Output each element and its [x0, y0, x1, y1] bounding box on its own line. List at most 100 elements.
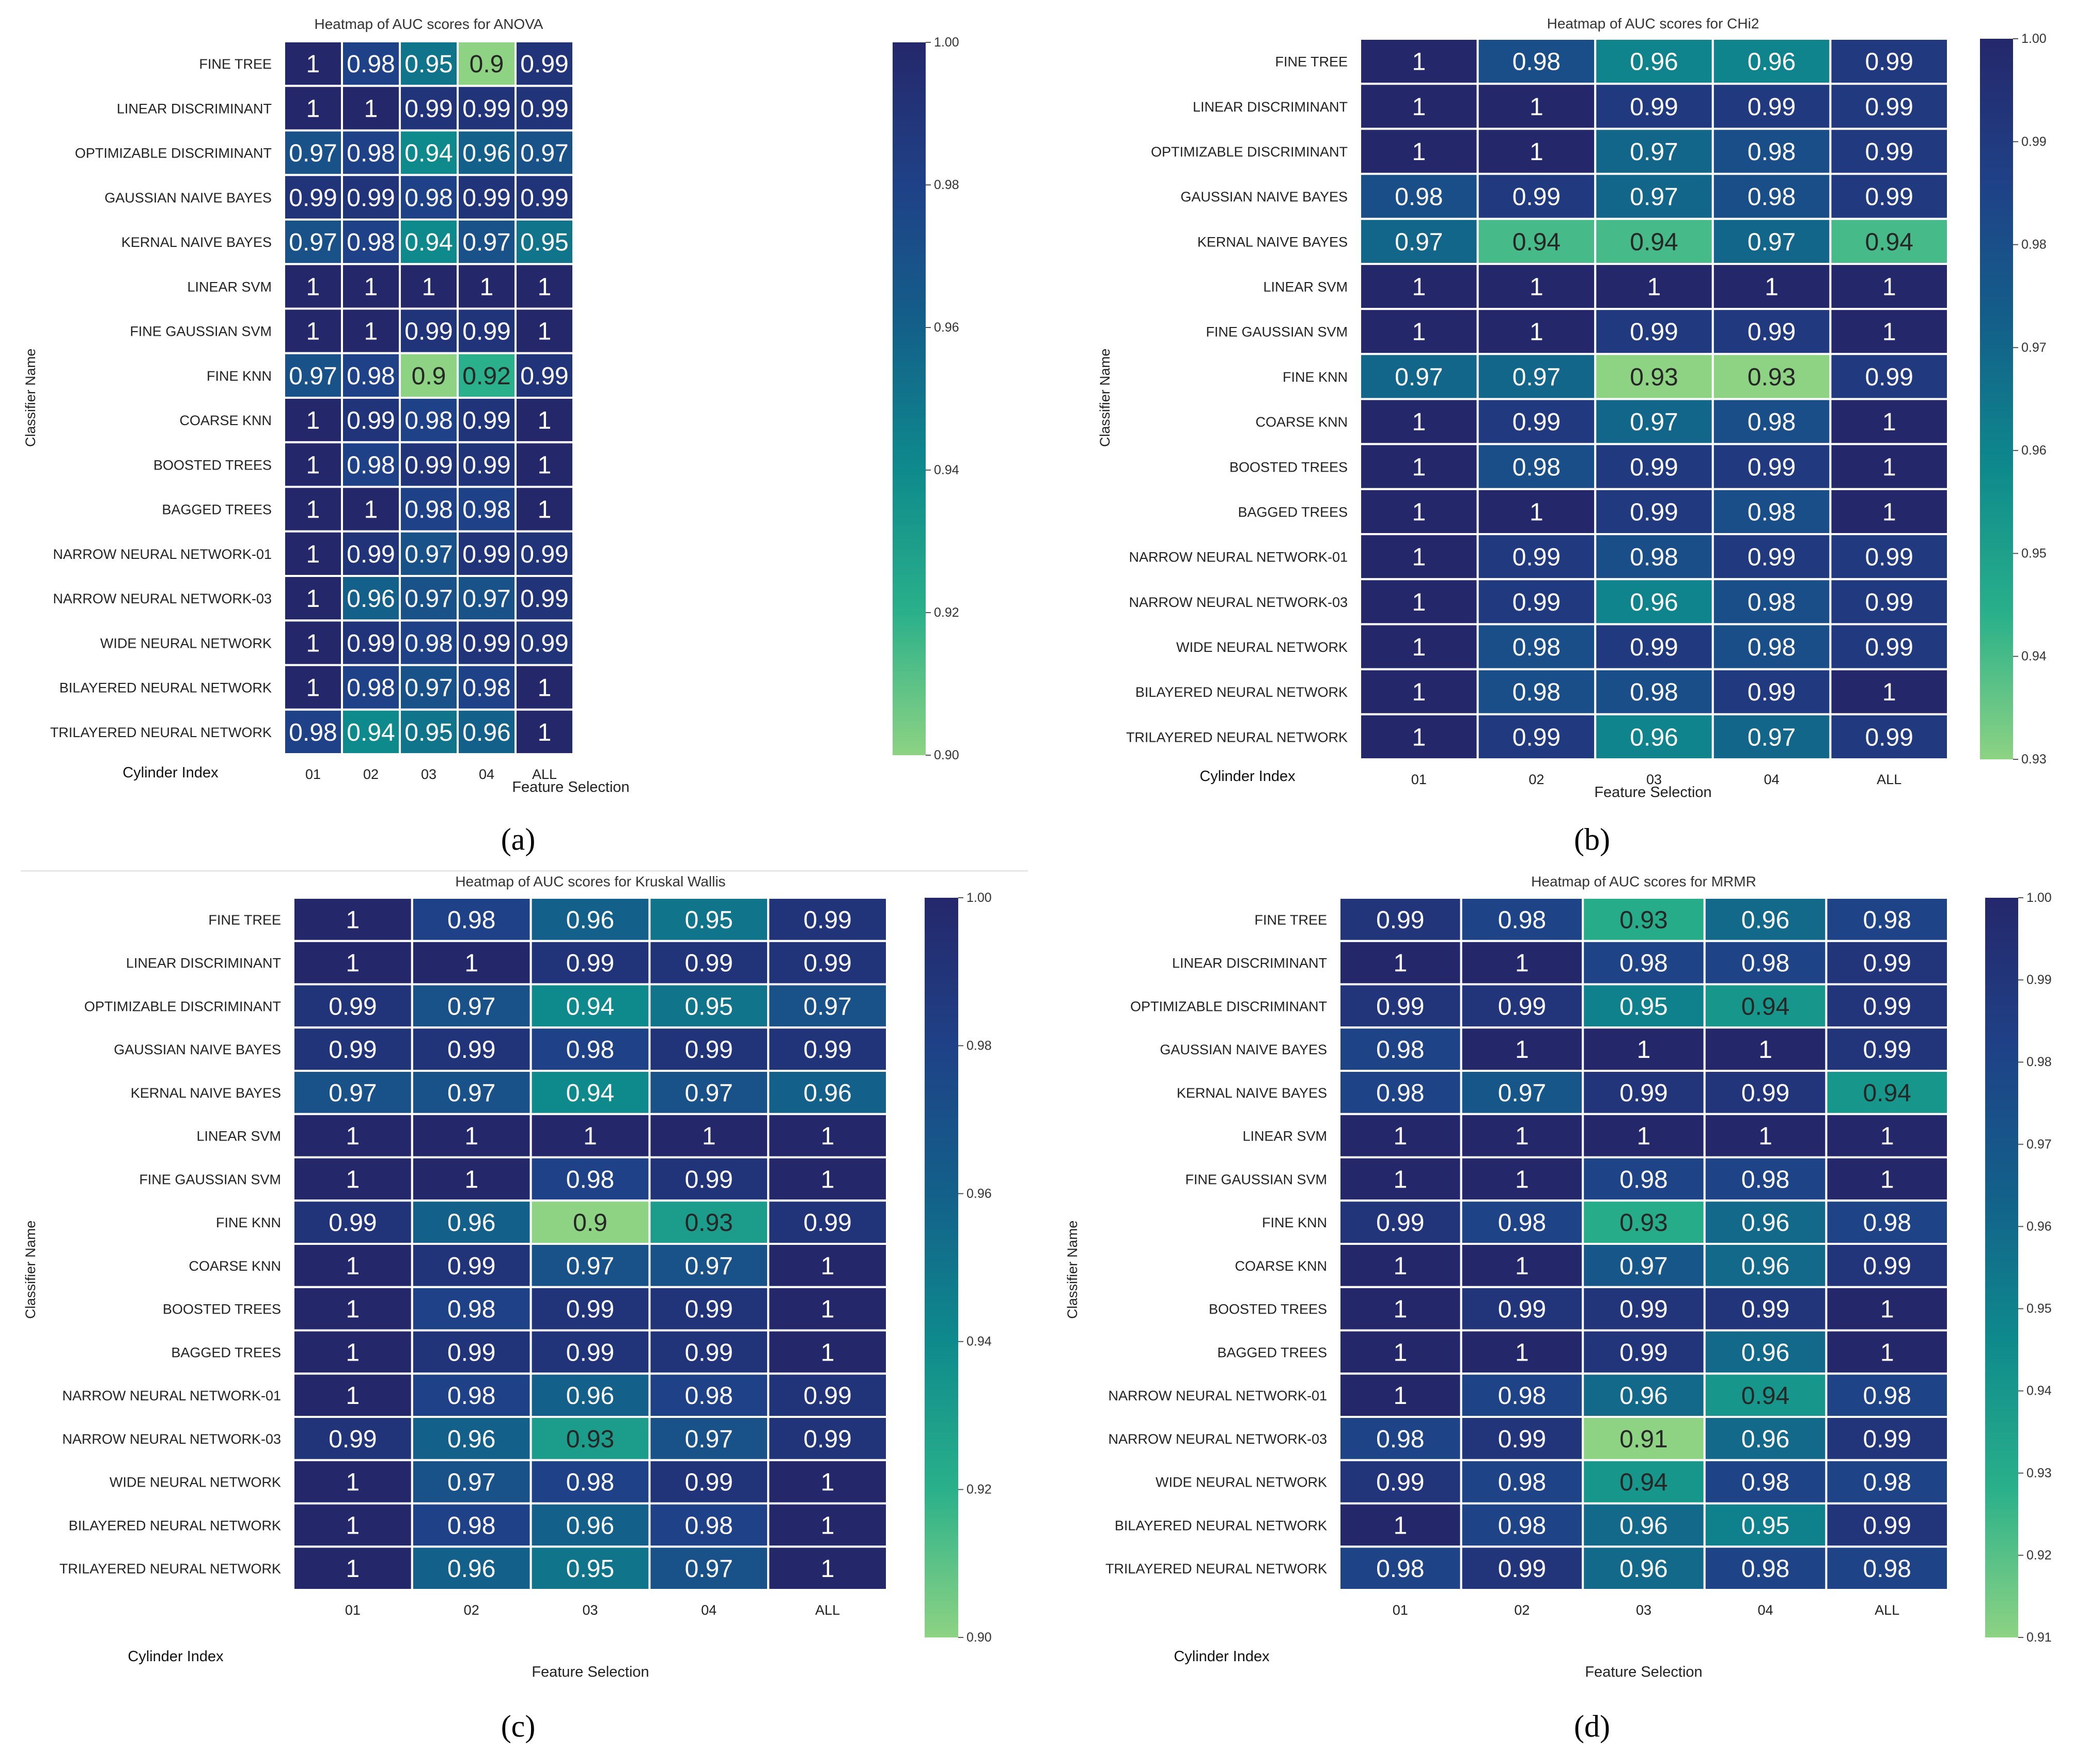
cell-value-label: 0.98 — [1863, 1469, 1911, 1496]
heatmap-cell — [283, 85, 343, 132]
subfigure-label: (b) — [1574, 822, 1610, 856]
cell-value-label: 0.98 — [1512, 49, 1561, 76]
row-tick-label: LINEAR DISCRIMINANT — [126, 956, 281, 971]
cell-value-label: 0.97 — [447, 993, 495, 1020]
cell-value-label: 0.99 — [462, 451, 510, 479]
heatmap-cell — [292, 1156, 413, 1202]
column-tick-label: 01 — [1411, 772, 1427, 787]
cell-value-label: 1 — [1515, 950, 1529, 977]
cell-value-label: 0.93 — [1748, 364, 1796, 391]
heatmap-cell — [1460, 983, 1584, 1029]
cell-value-label: 0.99 — [1630, 498, 1678, 526]
cell-value-label: 1 — [346, 1123, 360, 1150]
column-tick-label: 04 — [1758, 1602, 1773, 1618]
heatmap-cell — [1476, 128, 1597, 175]
cell-value-label: 1 — [346, 1382, 360, 1410]
heatmap-cell — [341, 218, 401, 266]
row-tick-label: GAUSSIAN NAIVE BAYES — [114, 1042, 281, 1057]
cell-value-label: 0.98 — [462, 496, 510, 524]
heatmap-cell — [514, 664, 574, 711]
cell-value-label: 1 — [1530, 138, 1543, 166]
row-tick-label: BILAYERED NEURAL NETWORK — [1115, 1518, 1327, 1533]
chart-title: Heatmap of AUC scores for CHi2 — [1547, 15, 1759, 32]
heatmap-cell — [457, 664, 517, 711]
heatmap-cell — [457, 575, 517, 622]
row-tick-label: FINE TREE — [199, 56, 272, 72]
cell-value-label: 1 — [1882, 319, 1896, 346]
cell-value-label: 0.99 — [462, 318, 510, 346]
cell-value-label: 0.99 — [803, 1382, 851, 1410]
cell-value-label: 1 — [702, 1123, 716, 1150]
cell-value-label: 0.98 — [447, 907, 495, 934]
cell-value-label: 0.98 — [1863, 1209, 1911, 1237]
cell-value-label: 0.96 — [1619, 1512, 1667, 1539]
heatmap-cell — [292, 1113, 413, 1159]
heatmap-cell — [1476, 668, 1597, 715]
row-tick-label: LINEAR SVM — [187, 279, 272, 294]
cell-value-label: 0.99 — [803, 1426, 851, 1453]
cell-value-label: 1 — [538, 496, 552, 524]
cell-value-label: 1 — [1393, 1166, 1407, 1193]
row-tick-label: BILAYERED NEURAL NETWORK — [69, 1518, 281, 1533]
row-tick-label: TRILAYERED NEURAL NETWORK — [50, 725, 272, 740]
heatmap-cell — [1594, 262, 1714, 310]
cell-value-label: 0.99 — [1630, 93, 1678, 121]
cell-value-label: 1 — [346, 1339, 360, 1366]
heatmap-cell — [1338, 940, 1462, 986]
cell-value-label: 0.99 — [1748, 679, 1796, 706]
cell-value-label: 0.98 — [1376, 1426, 1424, 1453]
cell-value-label: 1 — [346, 1469, 360, 1496]
colorbar-tick-label: 0.97 — [2021, 340, 2047, 355]
cell-value-label: 0.98 — [347, 675, 395, 702]
column-tick-label: 04 — [1764, 772, 1780, 787]
heatmap-cell — [341, 352, 401, 399]
row-tick-label: FINE TREE — [1275, 54, 1348, 70]
cell-value-label: 0.98 — [347, 140, 395, 167]
cell-value-label: 0.98 — [404, 496, 453, 524]
heatmap-cell — [514, 486, 574, 533]
cell-value-label: 0.95 — [1741, 1512, 1789, 1539]
heatmap-cell — [529, 1199, 651, 1245]
cell-value-label: 1 — [422, 273, 436, 301]
cell-value-label: 1 — [538, 407, 552, 434]
heatmap-cell — [648, 940, 770, 986]
subfigure-label: (a) — [501, 822, 536, 856]
cell-value-label: 0.96 — [1741, 1426, 1789, 1453]
heatmap-cell — [1594, 488, 1714, 536]
cell-value-label: 1 — [306, 407, 320, 434]
column-tick-label: 03 — [421, 767, 436, 782]
row-tick-label: LINEAR SVM — [1242, 1129, 1327, 1144]
cell-value-label: 0.99 — [520, 541, 568, 568]
cell-value-label: 0.99 — [566, 950, 614, 977]
heatmap-cell — [529, 940, 651, 986]
cell-value-label: 0.98 — [1741, 1555, 1789, 1583]
row-tick-label: WIDE NEURAL NETWORK — [110, 1475, 281, 1490]
heatmap-cell — [1338, 1372, 1462, 1418]
cell-value-label: 0.98 — [566, 1166, 614, 1193]
heatmap-cell — [292, 1502, 413, 1548]
cell-value-label: 0.96 — [447, 1555, 495, 1583]
heatmap-cell — [292, 1070, 413, 1115]
row-tick-label: TRILAYERED NEURAL NETWORK — [1105, 1561, 1327, 1576]
row-tick-label: OPTIMIZABLE DISCRIMINANT — [84, 998, 281, 1014]
cell-value-label: 1 — [1412, 679, 1426, 706]
heatmap-cell — [1594, 443, 1714, 490]
heatmap-cell — [411, 1026, 532, 1072]
cell-value-label: 1 — [1882, 274, 1896, 301]
cell-value-label: 1 — [1393, 1253, 1407, 1280]
cell-value-label: 0.99 — [1512, 724, 1561, 751]
cell-value-label: 1 — [306, 273, 320, 301]
colorbar-tick-label: 0.94 — [2026, 1384, 2052, 1398]
cell-value-label: 1 — [1530, 319, 1543, 346]
cell-value-label: 0.99 — [1630, 634, 1678, 661]
heatmap-cell — [1582, 1199, 1706, 1245]
row-tick-label: BOOSTED TREES — [1229, 459, 1348, 475]
heatmap-cell — [399, 664, 459, 711]
colorbar-tick-label: 0.99 — [2026, 973, 2052, 987]
cell-value-label: 0.99 — [1863, 1253, 1911, 1280]
row-tick-label: FINE KNN — [216, 1215, 281, 1230]
cell-value-label: 0.99 — [520, 95, 568, 122]
cell-value-label: 0.94 — [566, 993, 614, 1020]
heatmap-cell — [767, 983, 888, 1029]
heatmap-cell — [1829, 443, 1949, 490]
